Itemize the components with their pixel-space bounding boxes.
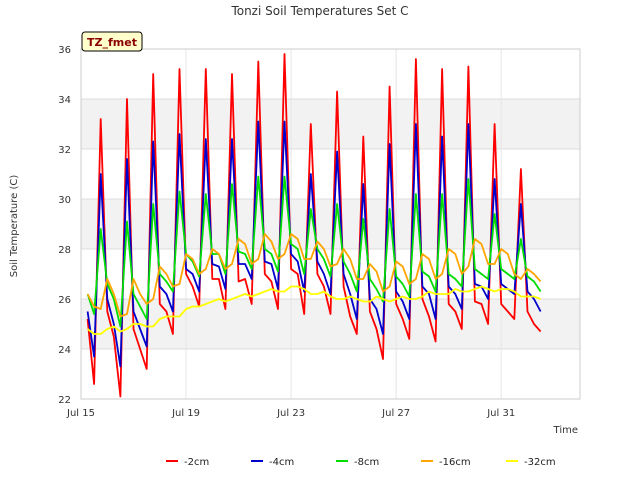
x-tick-label: Jul 23: [276, 408, 305, 419]
chart-title: Tonzi Soil Temperatures Set C: [230, 4, 408, 18]
legend: -2cm -4cm -8cm -16cm -32cm: [166, 457, 556, 468]
x-tick-label: Jul 15: [66, 408, 95, 419]
y-tick-label: 34: [58, 95, 71, 106]
y-tick-label: 26: [58, 295, 71, 306]
y-tick-label: 22: [58, 395, 71, 406]
y-tick-label: 36: [58, 45, 71, 56]
y-tick-label: 28: [58, 245, 71, 256]
site-tag-box: [81, 31, 143, 52]
legend-label: -2cm: [184, 457, 209, 468]
x-axis-title: Time: [553, 425, 578, 436]
legend-label: -8cm: [354, 457, 379, 468]
legend-item: -8cm: [336, 457, 379, 468]
series-line-minus-4cm: [86, 120, 542, 368]
legend-item: -16cm: [421, 457, 471, 468]
y-axis: 22 24 26 28 30 32 34 36: [58, 45, 71, 406]
series-line-minus-8cm: [86, 175, 542, 328]
y-tick-label: 24: [58, 345, 71, 356]
plot-band: [81, 49, 580, 99]
series-line-minus-16cm: [86, 233, 542, 318]
legend-item: -4cm: [251, 457, 294, 468]
legend-label: -32cm: [524, 457, 556, 468]
legend-item: -2cm: [166, 457, 209, 468]
y-tick-label: 32: [58, 145, 71, 156]
legend-item: -32cm: [506, 457, 556, 468]
site-tag-label: TZ_fmet: [87, 36, 137, 49]
series-layer: [86, 53, 542, 398]
legend-label: -16cm: [439, 457, 471, 468]
y-tick-label: 30: [58, 195, 71, 206]
plot-band: [81, 349, 580, 399]
x-axis: Jul 15 Jul 19 Jul 23 Jul 27 Jul 31: [66, 408, 515, 419]
site-tag: TZ_fmet: [81, 31, 143, 52]
legend-label: -4cm: [269, 457, 294, 468]
x-tick-label: Jul 27: [381, 408, 410, 419]
y-axis-title: Soil Temperature (C): [9, 175, 20, 278]
x-tick-label: Jul 19: [171, 408, 200, 419]
series-line-minus-32cm: [87, 285, 541, 335]
plot-frame: [80, 48, 581, 400]
plot-band: [81, 99, 580, 149]
x-tick-label: Jul 31: [486, 408, 515, 419]
